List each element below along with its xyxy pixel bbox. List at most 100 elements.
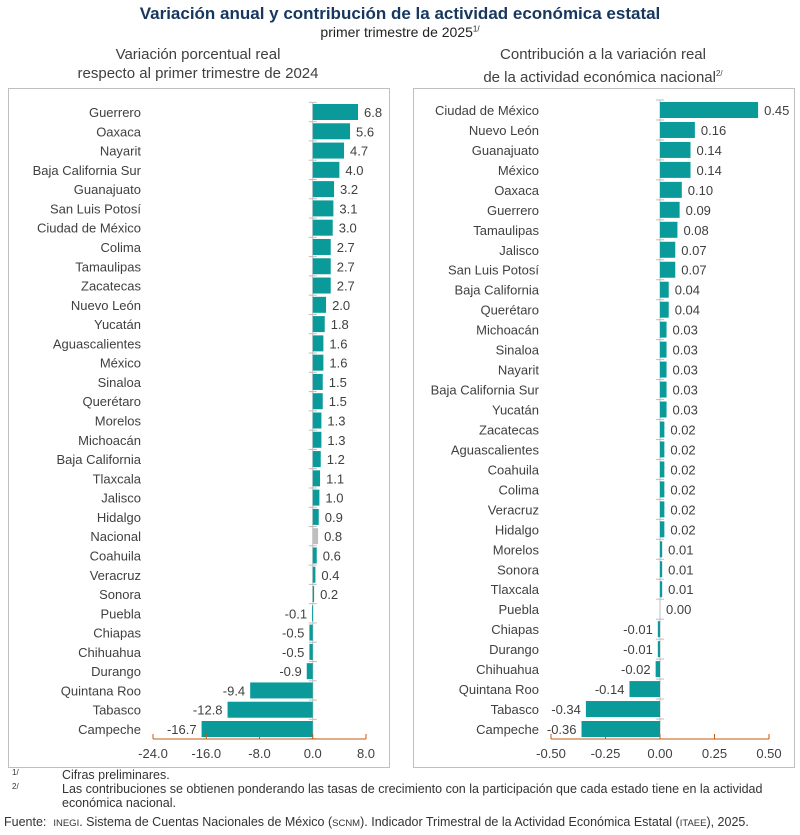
right-category-label: México (498, 163, 539, 178)
left-data-label: 1.1 (326, 471, 344, 486)
right-bar (660, 401, 667, 418)
footnote-mark: 1/ (472, 24, 480, 34)
right-bar (660, 321, 667, 338)
left-bar (227, 701, 313, 718)
right-bar (629, 681, 660, 698)
right-x-tick-label: 0.25 (702, 746, 727, 761)
left-category-label: Aguascalientes (53, 336, 142, 351)
left-category-label: San Luis Potosí (50, 201, 141, 216)
right-title-line1: Contribución a la variación real (500, 46, 706, 63)
source-label: Fuente: (4, 815, 47, 829)
left-category-label: México (100, 356, 141, 371)
left-bar (312, 161, 340, 178)
chart-subtitle: primer trimestre de 20251/ (0, 24, 800, 40)
right-data-label: 0.02 (670, 502, 695, 517)
right-category-label: Ciudad de México (435, 103, 539, 118)
right-panel-title: Contribución a la variación real de la a… (413, 45, 793, 87)
right-category-label: Jalisco (499, 243, 539, 258)
right-bar (660, 581, 663, 598)
source-text: ), 2025. (706, 815, 749, 829)
left-category-label: Jalisco (101, 491, 141, 506)
right-category-label: Nuevo León (469, 123, 539, 138)
left-data-label: 2.7 (337, 240, 355, 255)
left-category-label: Colima (101, 240, 142, 255)
left-bar (312, 470, 321, 487)
left-bar (306, 663, 313, 680)
right-category-label: Sinaloa (496, 343, 540, 358)
right-bar (660, 241, 676, 258)
right-data-label: 0.01 (668, 542, 693, 557)
right-title-line2-text: de la actividad económica nacional (483, 69, 716, 86)
right-bar (660, 441, 665, 458)
left-data-label: 3.1 (339, 201, 357, 216)
right-bar (660, 521, 665, 538)
right-data-label: 0.03 (673, 383, 698, 398)
source-org: INEGI (53, 818, 80, 829)
left-bar (201, 721, 313, 737)
right-data-label: 0.07 (681, 243, 706, 258)
right-data-label: 0.04 (675, 283, 700, 298)
right-data-label: -0.01 (623, 642, 653, 657)
right-data-label: 0.04 (675, 303, 700, 318)
right-category-label: Tabasco (491, 702, 539, 717)
left-category-label: Campeche (78, 722, 141, 737)
left-data-label: 0.8 (324, 529, 342, 544)
right-bar (657, 641, 660, 658)
left-bar (312, 373, 323, 390)
left-x-tick-label: -24.0 (138, 746, 168, 761)
left-data-label: 2.0 (332, 298, 350, 313)
right-data-label: 0.14 (697, 143, 722, 158)
left-data-label: 1.6 (329, 356, 347, 371)
right-bar (660, 221, 678, 238)
right-bar (660, 201, 680, 218)
left-data-label: 1.8 (331, 317, 349, 332)
right-chart-frame (413, 88, 795, 768)
left-bar (312, 335, 324, 352)
footnote-mark: 1/ (12, 768, 19, 777)
left-bar (309, 624, 313, 641)
left-category-label: Sonora (99, 587, 142, 602)
left-category-label: Ciudad de México (37, 221, 141, 236)
right-data-label: 0.09 (686, 203, 711, 218)
footnote-2: 2/Las contribuciones se obtienen pondera… (12, 782, 797, 810)
left-category-label: Nacional (90, 529, 141, 544)
right-x-tick-label: -0.25 (591, 746, 621, 761)
right-data-label: 0.02 (670, 462, 695, 477)
right-bar (585, 701, 660, 718)
left-category-label: Puebla (101, 606, 142, 621)
right-bar (660, 361, 667, 378)
right-data-label: 0.02 (670, 522, 695, 537)
left-bar (312, 566, 316, 583)
left-bar (312, 258, 331, 275)
right-bar (660, 161, 691, 178)
footnote-mark: 2/ (12, 782, 19, 791)
right-category-label: Guerrero (487, 203, 539, 218)
left-data-label: 1.2 (327, 452, 345, 467)
left-category-label: Guerrero (89, 105, 141, 120)
left-data-label: 5.6 (356, 124, 374, 139)
left-data-label: -0.5 (282, 645, 304, 660)
left-title-line2: respecto al primer trimestre de 2024 (77, 65, 319, 82)
right-data-label: 0.01 (668, 562, 693, 577)
right-bar (660, 261, 676, 278)
left-category-label: Chiapas (93, 626, 141, 641)
right-category-label: Michoacán (476, 323, 539, 338)
source-abbr: SCNM (332, 818, 361, 829)
left-x-tick-label: 0.0 (304, 746, 322, 761)
left-data-label: 3.2 (340, 182, 358, 197)
left-bar (312, 316, 325, 333)
right-category-label: Colima (499, 482, 540, 497)
left-panel-title: Variación porcentual real respecto al pr… (8, 45, 388, 83)
left-category-label: Chihuahua (78, 645, 142, 660)
left-category-label: Quintana Roo (61, 683, 141, 698)
left-bar (312, 605, 314, 622)
right-title-line2: de la actividad económica nacional2/ (413, 64, 793, 87)
right-category-label: Nayarit (498, 363, 540, 378)
left-category-label: Sinaloa (98, 375, 142, 390)
source-text: ). Indicador Trimestral de la Actividad … (360, 815, 680, 829)
right-bar (660, 541, 663, 558)
right-data-label: 0.02 (670, 422, 695, 437)
right-bar (660, 561, 663, 578)
left-bar (309, 643, 313, 660)
right-data-label: 0.07 (681, 263, 706, 278)
